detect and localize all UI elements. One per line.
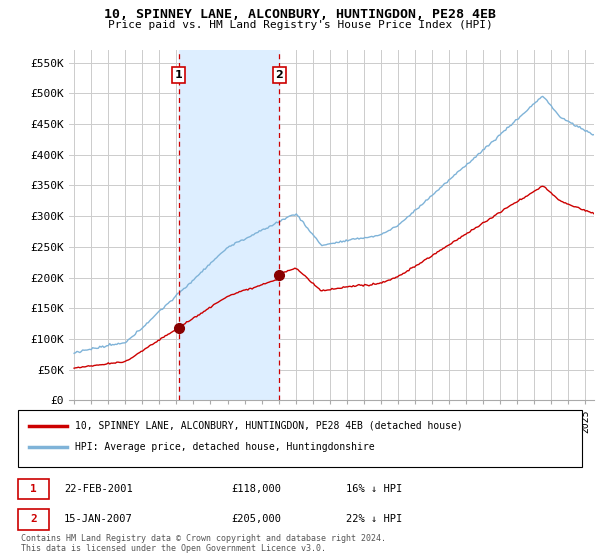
Text: £118,000: £118,000 [231, 484, 281, 494]
Text: £205,000: £205,000 [231, 515, 281, 525]
Text: 22% ↓ HPI: 22% ↓ HPI [346, 515, 403, 525]
Text: 2: 2 [30, 515, 37, 525]
Text: 22-FEB-2001: 22-FEB-2001 [64, 484, 133, 494]
Text: 10, SPINNEY LANE, ALCONBURY, HUNTINGDON, PE28 4EB (detached house): 10, SPINNEY LANE, ALCONBURY, HUNTINGDON,… [76, 421, 463, 431]
FancyBboxPatch shape [18, 479, 49, 499]
Text: 15-JAN-2007: 15-JAN-2007 [64, 515, 133, 525]
FancyBboxPatch shape [18, 509, 49, 530]
Text: 10, SPINNEY LANE, ALCONBURY, HUNTINGDON, PE28 4EB: 10, SPINNEY LANE, ALCONBURY, HUNTINGDON,… [104, 8, 496, 21]
FancyBboxPatch shape [18, 410, 582, 467]
Text: 1: 1 [175, 70, 182, 80]
Text: Contains HM Land Registry data © Crown copyright and database right 2024.
This d: Contains HM Land Registry data © Crown c… [20, 534, 386, 553]
Text: Price paid vs. HM Land Registry's House Price Index (HPI): Price paid vs. HM Land Registry's House … [107, 20, 493, 30]
Bar [179, 50, 280, 400]
Text: 1: 1 [30, 484, 37, 494]
Text: HPI: Average price, detached house, Huntingdonshire: HPI: Average price, detached house, Hunt… [76, 442, 375, 452]
Text: 16% ↓ HPI: 16% ↓ HPI [346, 484, 403, 494]
Text: 2: 2 [275, 70, 283, 80]
